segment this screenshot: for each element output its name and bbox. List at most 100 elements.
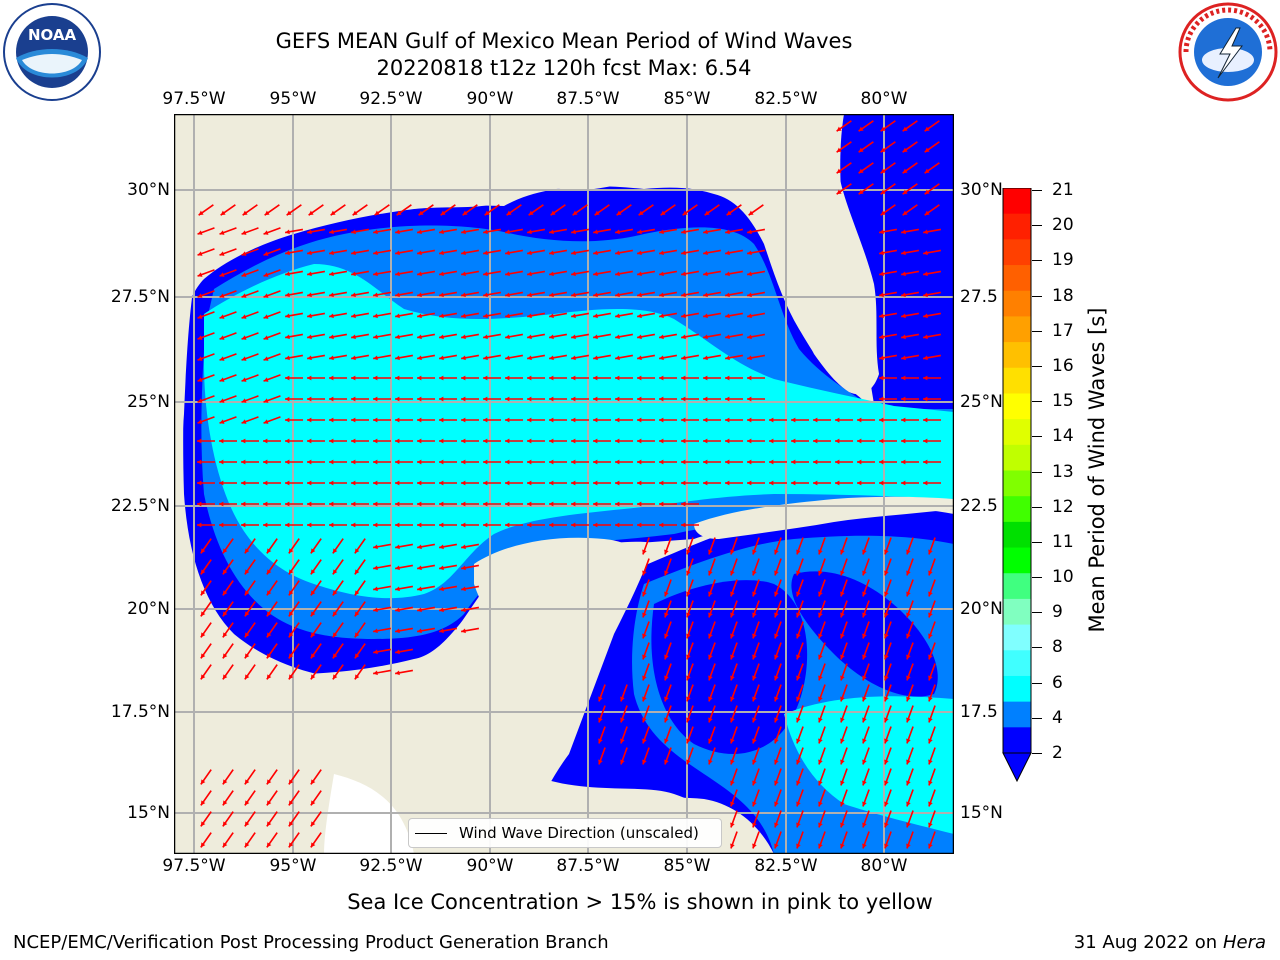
wind-wave-arrowhead (241, 356, 247, 361)
lon-top-tick-label: 90°W (466, 89, 514, 109)
colorbar-tick-label: 10 (1052, 567, 1074, 588)
wind-wave-arrowhead (880, 126, 886, 132)
wind-wave-arrowhead (879, 396, 884, 402)
land-mexico-west (174, 319, 454, 854)
wind-wave-arrowhead (264, 210, 270, 216)
wind-wave-arrowhead (884, 633, 889, 639)
wind-wave-arrowhead (879, 292, 884, 298)
wind-wave-arrowhead (906, 549, 911, 555)
wind-wave-arrowhead (928, 570, 933, 576)
wind-wave-arrowhead (285, 480, 290, 486)
wind-wave-arrowhead (686, 759, 691, 765)
wind-wave-arrowhead (659, 375, 664, 381)
wind-wave-arrowhead (241, 419, 247, 424)
wind-wave-arrowhead (528, 210, 534, 216)
wind-wave-arrowhead (354, 674, 360, 680)
wind-wave-arrowhead (307, 501, 312, 507)
wind-wave-arrowhead (906, 612, 911, 618)
wind-wave-arrowhead (774, 675, 779, 681)
lat-right-tick-label: 17.5 (960, 702, 998, 722)
wind-wave-arrowhead (527, 355, 532, 361)
wind-wave-arrowhead (241, 230, 247, 235)
wind-wave-arrowhead (703, 229, 708, 235)
lat-left-tick-label: 22.5°N (110, 496, 170, 516)
wind-wave-arrowhead (263, 356, 269, 361)
wind-wave-arrowhead (703, 438, 708, 444)
wind-wave-arrowhead (439, 396, 444, 402)
lon-top-tick-label: 80°W (860, 89, 908, 109)
wind-wave-arrowhead (571, 334, 576, 340)
wind-wave-arrowhead (730, 738, 735, 744)
wind-wave-arrowhead (354, 569, 360, 575)
wind-wave-arrowhead (598, 759, 603, 765)
wind-wave-arrowhead (197, 251, 203, 256)
wind-wave-arrowhead (374, 210, 380, 216)
wind-wave-arrowhead (659, 292, 664, 298)
wind-wave-arrowhead (200, 611, 206, 617)
wind-wave-arrowhead (417, 250, 422, 256)
wind-wave-arrowhead (774, 822, 779, 828)
wind-wave-arrowhead (637, 355, 642, 361)
wind-wave-arrowhead (222, 569, 228, 575)
wind-wave-arrowhead (527, 459, 532, 465)
wind-wave-arrowhead (681, 229, 686, 235)
wind-wave-arrowhead (923, 229, 928, 235)
wind-wave-arrowhead (288, 779, 294, 785)
wind-wave-arrowhead (928, 780, 933, 786)
wind-wave-arrowhead (752, 633, 757, 639)
colorbar-segment (1003, 419, 1031, 446)
colorbar-segment (1003, 393, 1031, 420)
wind-wave-arrowhead (351, 459, 356, 465)
wind-wave-arrowhead (879, 459, 884, 465)
wind-wave-arrowhead (774, 612, 779, 618)
wind-wave-arrowhead (879, 480, 884, 486)
wind-wave-arrowhead (637, 522, 642, 528)
wind-wave-arrowhead (241, 335, 247, 340)
wind-wave-arrowhead (219, 398, 225, 403)
wind-wave-arrowhead (703, 459, 708, 465)
wind-wave-arrowhead (222, 590, 228, 596)
wind-wave-arrowhead (395, 229, 400, 235)
wind-wave-arrowhead (796, 570, 801, 576)
wind-wave-arrowhead (329, 229, 334, 235)
wind-wave-arrowhead (307, 438, 312, 444)
wind-wave-arrowhead (439, 417, 444, 423)
wind-wave-arrowhead (461, 565, 466, 571)
wind-wave-arrowhead (884, 843, 889, 849)
wind-wave-arrowhead (901, 229, 906, 235)
wind-wave-arrowhead (593, 250, 598, 256)
wind-wave-arrowhead (395, 375, 400, 381)
wind-wave-arrowhead (310, 590, 316, 596)
wind-wave-arrowhead (637, 501, 642, 507)
wind-wave-arrowhead (329, 459, 334, 465)
colorbar (1002, 187, 1042, 792)
wind-wave-arrowhead (928, 759, 933, 765)
wind-wave-arrowhead (197, 459, 202, 465)
wind-wave-arrowhead (329, 501, 334, 507)
wind-wave-arrowhead (664, 591, 669, 597)
wind-wave-arrowhead (241, 293, 247, 298)
wind-wave-arrowhead (266, 632, 272, 638)
wind-wave-arrowhead (222, 611, 228, 617)
wind-wave-arrowhead (730, 675, 735, 681)
wind-wave-arrowhead (642, 717, 647, 723)
wind-wave-arrowhead (222, 632, 228, 638)
wind-wave-arrowhead (813, 438, 818, 444)
lat-left-tick-label: 30°N (127, 180, 170, 200)
wind-wave-arrowhead (637, 313, 642, 319)
wind-wave-arrowhead (288, 548, 294, 554)
wind-wave-arrowhead (351, 229, 356, 235)
wind-wave-arrowhead (244, 611, 250, 617)
wind-wave-arrowhead (725, 375, 730, 381)
colorbar-tick-label: 15 (1052, 391, 1074, 412)
wind-wave-arrowhead (857, 417, 862, 423)
wind-wave-arrowhead (664, 675, 669, 681)
colorbar-tick-mark (1032, 753, 1042, 754)
wind-wave-arrowhead (884, 591, 889, 597)
wind-wave-arrowhead (752, 717, 757, 723)
wind-wave-arrowhead (549, 229, 554, 235)
wind-wave-arrowhead (730, 591, 735, 597)
wind-wave-arrowhead (307, 229, 312, 235)
wind-wave-arrowhead (725, 271, 730, 277)
wind-wave-arrowhead (439, 628, 444, 634)
